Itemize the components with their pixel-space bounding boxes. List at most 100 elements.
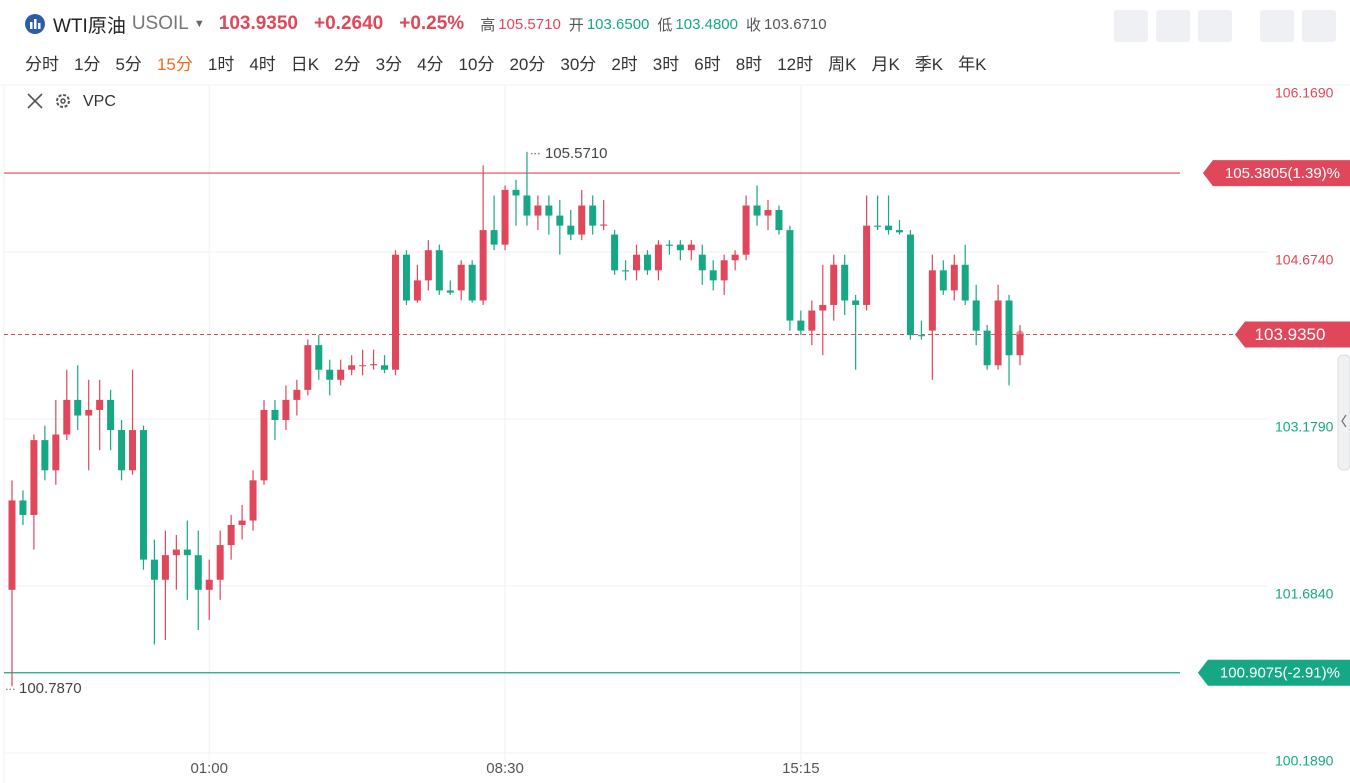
candle-body xyxy=(490,230,498,245)
price: 103.9350 xyxy=(218,13,298,34)
candle-body xyxy=(556,215,564,226)
timeframe-tab[interactable]: 周K xyxy=(828,54,857,74)
candle-body xyxy=(676,244,684,251)
candle-body xyxy=(30,440,38,515)
stats: 高 105.5710 开 103.6500 低 103.4800 收 103.6710 xyxy=(480,14,834,35)
candle-body xyxy=(85,409,93,416)
timeframe-tab[interactable]: 8时 xyxy=(735,54,763,74)
timeframe-tab[interactable]: 3时 xyxy=(652,54,680,74)
candle-body xyxy=(797,320,805,331)
candle-body xyxy=(468,264,476,301)
stat-value: 105.5710 xyxy=(498,15,561,33)
timeframe-tab[interactable]: 分时 xyxy=(25,54,59,74)
y-tick-label: 101.6840 xyxy=(1275,586,1334,602)
candle-body xyxy=(950,264,958,291)
dropdown-caret[interactable]: ▼ xyxy=(193,18,205,30)
candle-body xyxy=(194,555,202,590)
candle-body xyxy=(775,209,783,231)
candle-body xyxy=(534,205,542,216)
candle-body xyxy=(633,254,641,271)
stat-label: 收 xyxy=(745,16,761,34)
candle-body xyxy=(172,549,180,556)
candle-body xyxy=(501,189,509,245)
candle-body xyxy=(315,345,323,370)
timeframe-tab[interactable]: 1分 xyxy=(74,54,101,74)
timeframe-tab[interactable]: 1时 xyxy=(207,54,235,74)
candle-body xyxy=(786,230,794,321)
price-tag-label: 105.3805(1.39)% xyxy=(1225,165,1340,182)
candle-body xyxy=(161,555,169,580)
price-tag: 100.9075(-2.91)% xyxy=(1197,659,1350,686)
candle-body xyxy=(19,500,27,515)
candle-body xyxy=(611,234,619,271)
tool-button[interactable] xyxy=(1156,10,1190,42)
change-pct: +0.25% xyxy=(399,13,465,34)
timeframe-tab[interactable]: 30分 xyxy=(560,54,597,74)
candle-body xyxy=(479,230,487,301)
toolbar xyxy=(1114,10,1336,42)
candle-body xyxy=(304,345,312,390)
stat-label: 低 xyxy=(657,16,673,34)
candle-body xyxy=(972,300,980,331)
timeframe-tab[interactable]: 季K xyxy=(914,54,944,74)
candle-body xyxy=(139,430,147,560)
high-label: 105.5710 xyxy=(545,145,608,162)
timeframe-tab[interactable]: 年K xyxy=(958,54,987,74)
candle-body xyxy=(939,270,947,291)
candle-body xyxy=(622,270,630,272)
candle-body xyxy=(282,399,290,421)
timeframe-tab[interactable]: 5分 xyxy=(115,54,142,74)
timeframe-tab[interactable]: 3分 xyxy=(375,54,403,74)
candle-body xyxy=(96,399,104,410)
timeframe-tab[interactable]: 2分 xyxy=(334,54,361,74)
candle-body xyxy=(753,205,761,216)
change: +0.2640 xyxy=(314,13,384,34)
scroll-handle xyxy=(1337,354,1350,471)
candle-body xyxy=(906,234,914,336)
stat-value: 103.6500 xyxy=(586,15,650,33)
timeframe-tab[interactable]: 4分 xyxy=(417,54,444,74)
scroll-arrow xyxy=(1341,414,1347,428)
last-price-box xyxy=(1235,321,1350,348)
timeframe-tab[interactable]: 4时 xyxy=(249,54,276,74)
candle-body xyxy=(961,264,969,301)
candle-body xyxy=(413,280,421,301)
candle-body xyxy=(41,440,49,471)
timeframe-tab[interactable]: 月K xyxy=(871,54,900,74)
candle-body xyxy=(654,244,662,271)
candle-body xyxy=(545,205,553,216)
candle-body xyxy=(293,389,301,400)
candle-body xyxy=(720,260,728,281)
x-tick-label: 08:30 xyxy=(486,760,524,777)
timeframe-tab[interactable]: 12时 xyxy=(777,54,814,74)
y-tick-label: 103.1790 xyxy=(1275,419,1334,435)
timeframe-tab[interactable]: 15分 xyxy=(156,54,193,74)
candle-body xyxy=(1016,334,1024,356)
candle-body xyxy=(895,230,903,233)
price-tag-box xyxy=(1202,160,1350,187)
candle-body xyxy=(600,224,608,226)
candle-body xyxy=(819,304,827,311)
timeframe-tab[interactable]: 6时 xyxy=(694,54,721,74)
candle-body xyxy=(643,254,651,271)
tool-button[interactable] xyxy=(1114,10,1148,42)
settings-icon xyxy=(56,94,70,108)
candle-body xyxy=(118,430,126,471)
price-tag-box xyxy=(1197,659,1350,686)
candle-body xyxy=(994,300,1002,366)
stat-value: 103.4800 xyxy=(675,15,738,33)
candle-body xyxy=(917,335,925,337)
timeframe-tab[interactable]: 20分 xyxy=(509,54,546,74)
candle-body xyxy=(687,244,695,251)
tool-button[interactable] xyxy=(1302,10,1336,42)
tool-button[interactable] xyxy=(1260,10,1294,42)
symbol-code[interactable]: USOIL xyxy=(131,13,189,34)
tool-button[interactable] xyxy=(1198,10,1232,42)
timeframe-tab[interactable]: 日K xyxy=(290,54,320,74)
candle-body xyxy=(567,225,575,235)
timeframe-tab[interactable]: 10分 xyxy=(458,54,495,74)
candle-body xyxy=(216,545,224,580)
timeframe-tab[interactable]: 2时 xyxy=(611,54,638,74)
candle-body xyxy=(381,365,389,370)
